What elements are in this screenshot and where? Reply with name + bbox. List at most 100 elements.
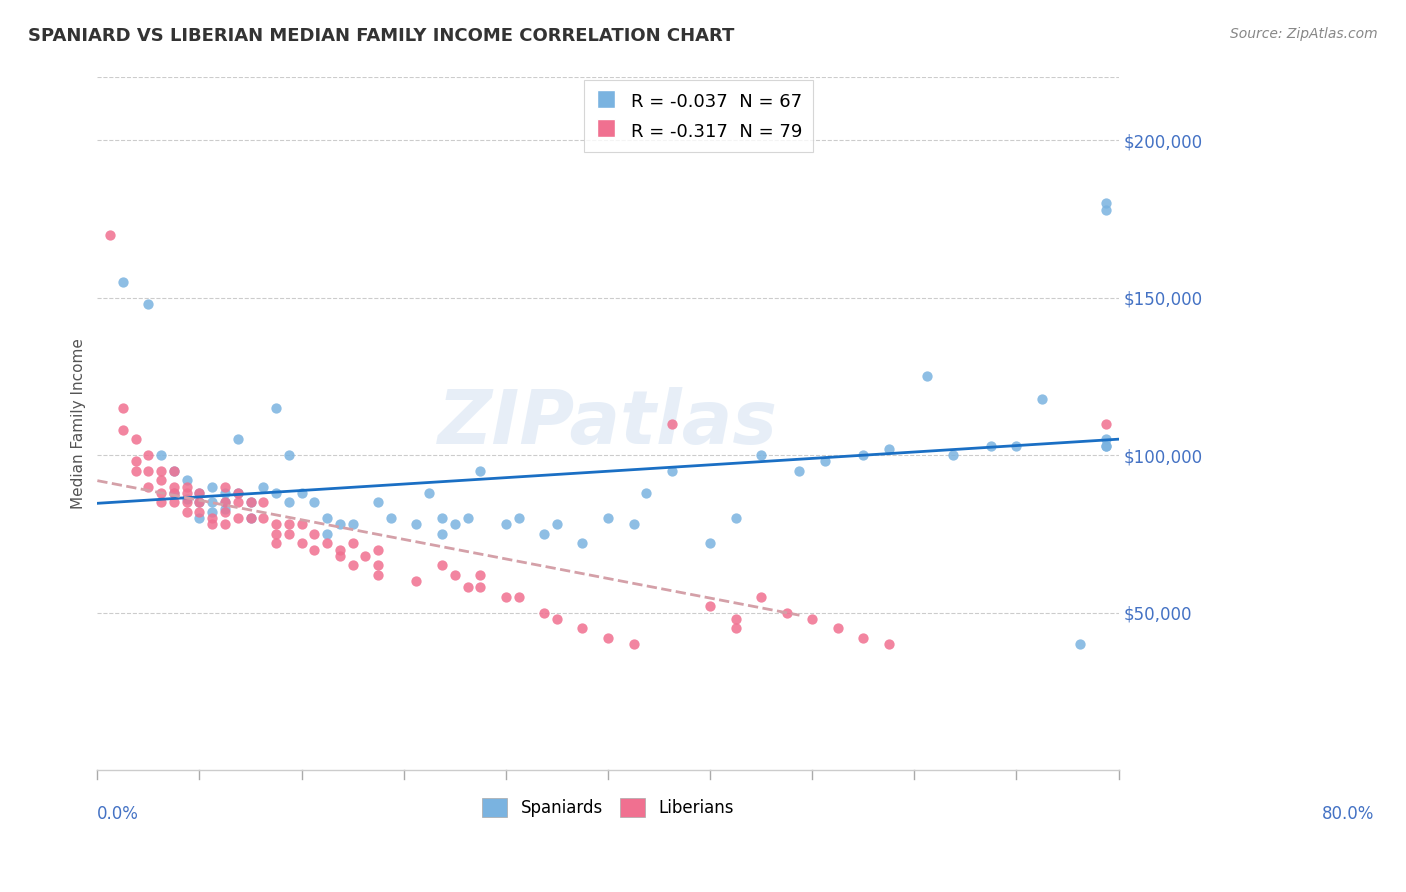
Point xyxy=(264,536,287,550)
Text: ZIPatlas: ZIPatlas xyxy=(439,387,778,460)
Point xyxy=(749,590,772,604)
Point xyxy=(226,486,249,500)
Point xyxy=(457,511,479,525)
Point xyxy=(699,536,721,550)
Point xyxy=(264,517,287,532)
Point xyxy=(724,511,747,525)
Point xyxy=(1095,196,1118,211)
Point xyxy=(418,486,440,500)
Text: SPANIARD VS LIBERIAN MEDIAN FAMILY INCOME CORRELATION CHART: SPANIARD VS LIBERIAN MEDIAN FAMILY INCOM… xyxy=(28,27,734,45)
Point xyxy=(176,480,198,494)
Point xyxy=(724,612,747,626)
Point xyxy=(329,542,352,557)
Point xyxy=(814,454,837,468)
Point xyxy=(571,536,593,550)
Point xyxy=(150,448,173,462)
Point xyxy=(176,505,198,519)
Point xyxy=(264,527,287,541)
Point xyxy=(201,517,224,532)
Point xyxy=(138,464,160,478)
Point xyxy=(226,486,249,500)
Text: 0.0%: 0.0% xyxy=(97,805,139,822)
Point xyxy=(596,631,619,645)
Point xyxy=(138,297,160,311)
Point xyxy=(1031,392,1053,406)
Point xyxy=(329,517,352,532)
Y-axis label: Median Family Income: Median Family Income xyxy=(72,338,86,509)
Point xyxy=(124,464,146,478)
Point xyxy=(470,567,492,582)
Point xyxy=(176,474,198,488)
Point xyxy=(316,511,339,525)
Text: 80.0%: 80.0% xyxy=(1322,805,1374,822)
Point xyxy=(915,369,938,384)
Point xyxy=(201,480,224,494)
Point xyxy=(239,511,262,525)
Point xyxy=(316,536,339,550)
Point xyxy=(214,505,236,519)
Point xyxy=(623,517,645,532)
Point xyxy=(304,527,326,541)
Point xyxy=(354,549,377,563)
Point xyxy=(138,448,160,462)
Point xyxy=(214,486,236,500)
Point xyxy=(1069,637,1091,651)
Point xyxy=(367,558,389,573)
Point xyxy=(430,527,453,541)
Point xyxy=(342,558,364,573)
Point xyxy=(226,433,249,447)
Point xyxy=(124,454,146,468)
Point xyxy=(201,505,224,519)
Point xyxy=(188,486,211,500)
Point xyxy=(239,495,262,509)
Point xyxy=(188,505,211,519)
Point xyxy=(201,495,224,509)
Point xyxy=(546,612,568,626)
Point xyxy=(176,486,198,500)
Point xyxy=(1095,439,1118,453)
Point xyxy=(188,511,211,525)
Point xyxy=(571,621,593,635)
Point xyxy=(124,433,146,447)
Point xyxy=(163,486,186,500)
Point xyxy=(150,474,173,488)
Text: Source: ZipAtlas.com: Source: ZipAtlas.com xyxy=(1230,27,1378,41)
Point xyxy=(367,542,389,557)
Point xyxy=(264,486,287,500)
Point xyxy=(277,448,299,462)
Point xyxy=(252,495,274,509)
Point xyxy=(163,486,186,500)
Point xyxy=(546,517,568,532)
Point xyxy=(304,542,326,557)
Point xyxy=(942,448,965,462)
Point xyxy=(470,581,492,595)
Point xyxy=(214,480,236,494)
Point xyxy=(150,486,173,500)
Point xyxy=(188,495,211,509)
Point xyxy=(430,511,453,525)
Point xyxy=(163,464,186,478)
Point xyxy=(150,495,173,509)
Point xyxy=(852,631,875,645)
Point xyxy=(405,517,427,532)
Point xyxy=(596,511,619,525)
Point xyxy=(789,464,811,478)
Point xyxy=(342,517,364,532)
Point xyxy=(623,637,645,651)
Point xyxy=(239,495,262,509)
Point xyxy=(367,567,389,582)
Point xyxy=(150,464,173,478)
Point xyxy=(291,536,314,550)
Point xyxy=(1095,417,1118,431)
Point xyxy=(304,495,326,509)
Point xyxy=(188,486,211,500)
Point xyxy=(277,517,299,532)
Point xyxy=(226,511,249,525)
Point xyxy=(776,606,799,620)
Point xyxy=(724,621,747,635)
Point xyxy=(176,495,198,509)
Point xyxy=(201,511,224,525)
Point xyxy=(877,442,900,456)
Point xyxy=(291,486,314,500)
Point xyxy=(495,517,517,532)
